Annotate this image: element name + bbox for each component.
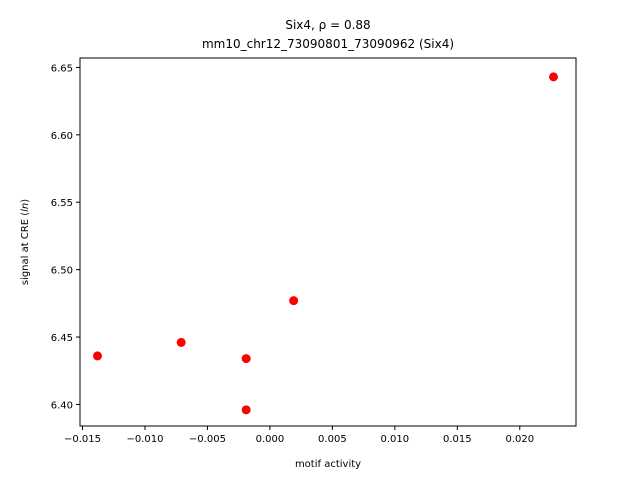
y-axis-label-prefix: signal at CRE ( xyxy=(20,212,31,285)
chart-title-line1: Six4, ρ = 0.88 xyxy=(285,18,370,32)
x-tick-label: 0.005 xyxy=(318,434,347,445)
data-point xyxy=(241,405,251,415)
y-axis-label: signal at CRE (ln) xyxy=(20,199,31,285)
x-tick-label: 0.015 xyxy=(443,434,472,445)
data-point xyxy=(241,354,251,364)
x-tick-label: −0.005 xyxy=(189,434,226,445)
y-tick-label: 6.60 xyxy=(51,131,73,142)
data-point xyxy=(92,351,102,361)
data-point xyxy=(176,337,186,347)
plot-area: −0.015 −0.010 −0.005 0.000 0.005 0.010 0.015 0.… xyxy=(51,63,559,445)
x-tick-label: −0.015 xyxy=(64,434,101,445)
y-tick-label: 6.50 xyxy=(51,266,73,277)
y-axis-label-suffix: ) xyxy=(20,199,31,203)
y-tick-label: 6.40 xyxy=(51,400,73,411)
x-tick-label: 0.010 xyxy=(381,434,410,445)
y-tick-label: 6.55 xyxy=(51,198,73,209)
axes-frame xyxy=(79,57,577,427)
x-axis-label: motif activity xyxy=(295,459,361,470)
chart-title-line2: mm10_chr12_73090801_73090962 (Six4) xyxy=(202,37,454,51)
x-tick-label: 0.000 xyxy=(256,434,285,445)
y-tick-label: 6.45 xyxy=(51,333,73,344)
data-point xyxy=(289,296,299,306)
data-point xyxy=(549,72,559,82)
x-tick-label: 0.020 xyxy=(505,434,534,445)
y-axis-label-unit: ln xyxy=(20,203,31,212)
x-tick-label: −0.010 xyxy=(126,434,163,445)
y-tick-label: 6.65 xyxy=(51,63,73,74)
